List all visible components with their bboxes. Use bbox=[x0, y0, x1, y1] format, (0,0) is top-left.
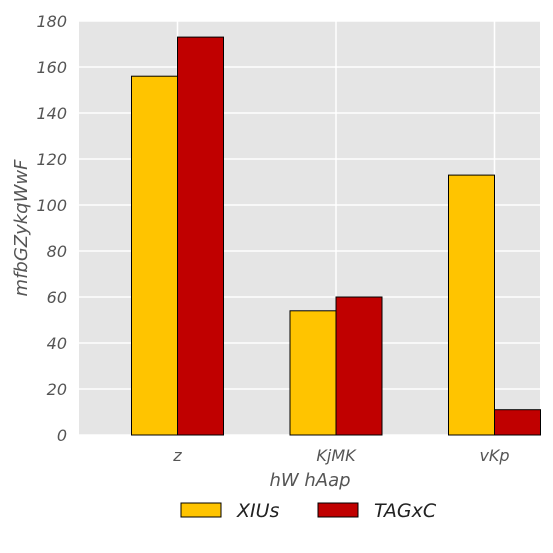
y-tick-label: 140 bbox=[36, 104, 67, 123]
y-axis-title: mfbGZykqWwF bbox=[11, 159, 32, 297]
y-tick-label: 100 bbox=[36, 196, 67, 215]
x-axis-title: hW hAap bbox=[269, 470, 350, 491]
y-tick-label: 80 bbox=[47, 242, 67, 261]
x-tick-label: KjMK bbox=[316, 446, 357, 465]
bar-TAGxC-KjMK bbox=[335, 296, 383, 436]
bar-XIUs-vKp bbox=[448, 174, 495, 436]
y-tick-label: 180 bbox=[36, 12, 67, 31]
legend-label-XIUs: XIUs bbox=[236, 500, 280, 522]
y-tick-labels: 0 20 40 60 80 100 120 140 160 180 bbox=[36, 12, 67, 445]
bar-XIUs-z bbox=[131, 75, 178, 436]
legend-label-TAGxC: TAGxC bbox=[374, 500, 437, 522]
bar-TAGxC-z bbox=[177, 36, 224, 436]
x-tick-labels: z KjMK vKp bbox=[172, 446, 509, 465]
x-tick-label: z bbox=[172, 446, 182, 465]
bars bbox=[131, 36, 541, 436]
y-tick-label: 160 bbox=[36, 58, 67, 77]
bar-XIUs-KjMK bbox=[289, 310, 337, 436]
legend: XIUs TAGxC bbox=[180, 500, 437, 522]
legend-swatch-XIUs bbox=[180, 502, 222, 518]
bar-TAGxC-vKp bbox=[494, 409, 541, 436]
y-tick-label: 0 bbox=[57, 426, 67, 445]
y-tick-label: 40 bbox=[47, 334, 67, 353]
y-tick-label: 60 bbox=[47, 288, 67, 307]
y-tick-label: 20 bbox=[47, 380, 67, 399]
x-tick-label: vKp bbox=[479, 446, 509, 465]
legend-swatch-TAGxC bbox=[317, 502, 359, 518]
y-tick-label: 120 bbox=[36, 150, 67, 169]
